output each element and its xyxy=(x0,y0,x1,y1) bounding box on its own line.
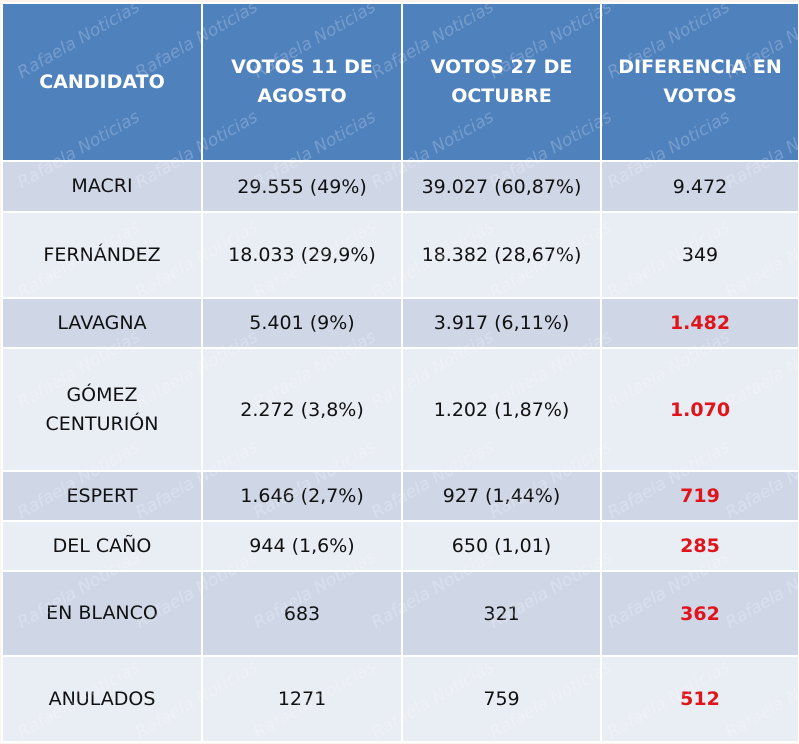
header-diferencia: DIFERENCIA EN VOTOS xyxy=(600,2,799,162)
cell-candidato: MACRI xyxy=(1,160,203,213)
cell-diferencia: 1.482 xyxy=(600,297,799,349)
cell-agosto: 944 (1,6%) xyxy=(201,520,403,572)
table-row: LAVAGNA 5.401 (9%) 3.917 (6,11%) 1.482 xyxy=(1,297,799,349)
header-votos-agosto: VOTOS 11 DE AGOSTO xyxy=(201,2,403,162)
table-row: GÓMEZ CENTURIÓN 2.272 (3,8%) 1.202 (1,87%)… xyxy=(1,347,799,472)
cell-octubre: 18.382 (28,67%) xyxy=(401,211,602,299)
cell-octubre: 3.917 (6,11%) xyxy=(401,297,602,349)
header-votos-octubre: VOTOS 27 DE OCTUBRE xyxy=(401,2,602,162)
cell-candidato: EN BLANCO xyxy=(1,570,203,657)
table-row: MACRI 29.555 (49%) 39.027 (60,87%) 9.472 xyxy=(1,160,799,213)
table-row: ESPERT 1.646 (2,7%) 927 (1,44%) 719 xyxy=(1,470,799,522)
cell-octubre: 927 (1,44%) xyxy=(401,470,602,522)
cell-candidato: DEL CAÑO xyxy=(1,520,203,572)
cell-octubre: 650 (1,01) xyxy=(401,520,602,572)
cell-octubre: 39.027 (60,87%) xyxy=(401,160,602,213)
cell-candidato: GÓMEZ CENTURIÓN xyxy=(1,347,203,472)
cell-agosto: 29.555 (49%) xyxy=(201,160,403,213)
cell-agosto: 1.646 (2,7%) xyxy=(201,470,403,522)
cell-octubre: 759 xyxy=(401,655,602,743)
cell-diferencia: 1.070 xyxy=(600,347,799,472)
cell-octubre: 321 xyxy=(401,570,602,657)
cell-agosto: 2.272 (3,8%) xyxy=(201,347,403,472)
cell-diferencia: 719 xyxy=(600,470,799,522)
cell-octubre: 1.202 (1,87%) xyxy=(401,347,602,472)
cell-candidato: ANULADOS xyxy=(1,655,203,743)
cell-agosto: 5.401 (9%) xyxy=(201,297,403,349)
table-row: DEL CAÑO 944 (1,6%) 650 (1,01) 285 xyxy=(1,520,799,572)
cell-diferencia: 285 xyxy=(600,520,799,572)
cell-candidato: LAVAGNA xyxy=(1,297,203,349)
table-row: FERNÁNDEZ 18.033 (29,9%) 18.382 (28,67%) 34… xyxy=(1,211,799,299)
cell-agosto: 683 xyxy=(201,570,403,657)
cell-diferencia: 9.472 xyxy=(600,160,799,213)
table-row: ANULADOS 1271 759 512 xyxy=(1,655,799,743)
cell-candidato: ESPERT xyxy=(1,470,203,522)
header-candidato: CANDIDATO xyxy=(1,2,203,162)
header-row: CANDIDATO VOTOS 11 DE AGOSTO VOTOS 27 DE… xyxy=(1,2,799,162)
table-row: EN BLANCO 683 321 362 xyxy=(1,570,799,657)
cell-diferencia: 512 xyxy=(600,655,799,743)
cell-diferencia: 362 xyxy=(600,570,799,657)
cell-candidato: FERNÁNDEZ xyxy=(1,211,203,299)
cell-diferencia: 349 xyxy=(600,211,799,299)
cell-agosto: 18.033 (29,9%) xyxy=(201,211,403,299)
cell-agosto: 1271 xyxy=(201,655,403,743)
